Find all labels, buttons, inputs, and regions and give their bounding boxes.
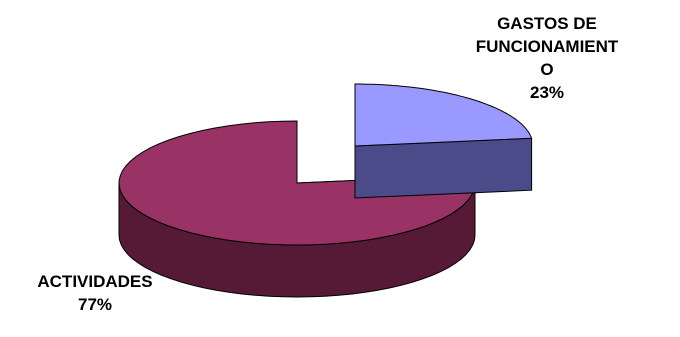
slice-label-gastos-line-3: O xyxy=(540,60,554,79)
slice-label-gastos-line-2: FUNCIONAMIENT xyxy=(475,37,619,56)
pie-slice-gastos-de-funcionamient-o xyxy=(354,83,533,199)
pie-slice-gastos-de-funcionamient-o-top xyxy=(354,83,533,147)
pie-slice-actividades-top xyxy=(118,120,476,246)
pie-slice-gastos-de-funcionamient-o-radial-wall xyxy=(354,137,533,199)
slice-label-gastos-de-funcionamiento: GASTOS DE FUNCIONAMIENT O 23% xyxy=(472,12,622,104)
slice-percent-gastos: 23% xyxy=(529,83,565,102)
slice-label-actividades-line-1: ACTIVIDADES xyxy=(37,272,153,291)
slice-label-actividades: ACTIVIDADES 77% xyxy=(10,270,180,316)
slice-percent-actividades: 77% xyxy=(77,295,113,314)
slice-label-gastos-line-1: GASTOS DE xyxy=(497,14,597,33)
